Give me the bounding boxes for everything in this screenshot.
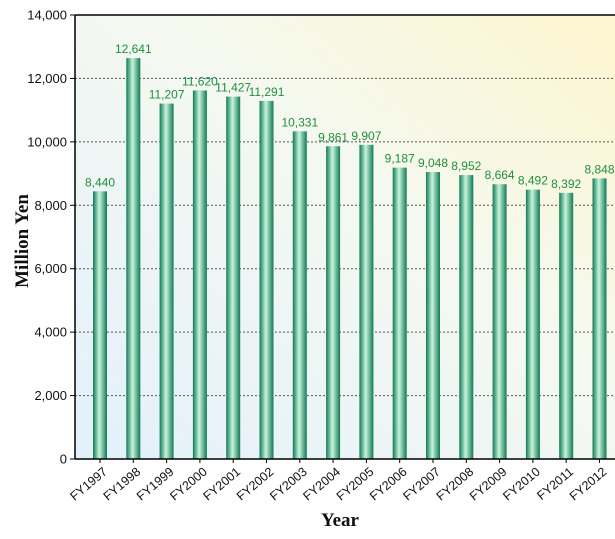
bar: [326, 146, 341, 459]
y-tick-label: 2,000: [34, 388, 67, 403]
bar: [226, 96, 241, 459]
x-tick-label: FY2010: [500, 465, 543, 504]
bar: [259, 100, 274, 459]
bar: [559, 192, 574, 460]
y-tick-label: 14,000: [27, 8, 67, 23]
data-label: 9,861: [318, 130, 348, 144]
data-label: 9,187: [385, 152, 415, 166]
data-label: 8,952: [451, 159, 481, 173]
y-tick-label: 4,000: [34, 325, 67, 340]
data-label: 11,620: [182, 74, 218, 88]
data-label: 8,492: [518, 174, 548, 188]
y-tick-label: 6,000: [34, 261, 67, 276]
y-tick-label: 0: [60, 452, 67, 467]
bar: [126, 58, 141, 460]
bar: [392, 167, 407, 459]
bar: [292, 131, 307, 459]
data-label: 11,427: [215, 81, 251, 95]
data-label: 8,440: [85, 175, 115, 189]
data-label: 9,048: [418, 156, 448, 170]
bar: [525, 189, 540, 459]
data-label: 8,664: [485, 168, 515, 182]
y-tick-label: 12,000: [27, 71, 67, 86]
x-axis-title: Year: [321, 510, 360, 531]
data-label: 8,392: [551, 177, 581, 191]
x-tick-label: FY2012: [567, 465, 610, 504]
bar: [192, 90, 207, 459]
data-label: 12,641: [115, 42, 152, 56]
bar: [459, 175, 474, 459]
bar: [492, 184, 507, 460]
y-tick-label: 8,000: [34, 198, 67, 213]
bar: [359, 144, 374, 459]
data-label: 11,207: [149, 88, 185, 102]
bar: [93, 191, 107, 459]
bar: [592, 178, 607, 459]
y-axis-title: Million Yen: [12, 194, 33, 288]
bar: [426, 172, 440, 460]
data-label: 8,848: [584, 162, 614, 176]
bar: [159, 103, 174, 459]
bars: [93, 58, 607, 460]
y-tick-label: 10,000: [27, 134, 67, 149]
data-label: 11,291: [249, 85, 285, 99]
data-label: 10,331: [281, 115, 318, 129]
data-label: 9,907: [351, 129, 381, 143]
axes: [70, 14, 615, 463]
